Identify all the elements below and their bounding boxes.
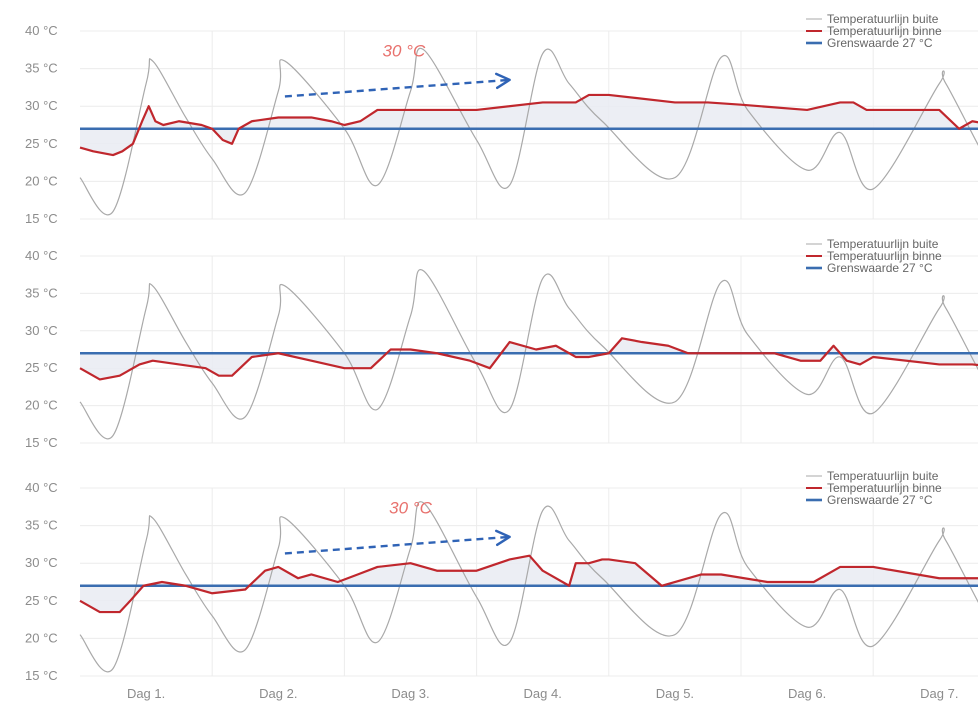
y-tick-label: 20 °C [25, 173, 58, 188]
annotation-label: 30 °C [383, 42, 426, 61]
indoor-deviation-area [80, 555, 978, 613]
x-tick-label: Dag 4. [524, 686, 562, 701]
annotation-label: 30 °C [389, 499, 432, 518]
y-tick-label: 15 °C [25, 211, 58, 226]
y-tick-label: 30 °C [25, 323, 58, 338]
series-line-indoor [79, 554, 978, 614]
legend-entry: Temperatuurlijn binne [827, 481, 942, 495]
legend-entry: Temperatuurlijn buite [827, 469, 939, 483]
y-tick-label: 30 °C [25, 98, 58, 113]
y-tick-label: 15 °C [25, 668, 58, 683]
x-tick-label: Dag 7. [920, 686, 958, 701]
legend-entry: Temperatuurlijn binne [827, 249, 942, 263]
chart-panel-3: 15 °C 20 °C 25 °C 30 °C 35 °C 40 °C Dag 1. Dag … [25, 469, 978, 701]
y-tick-label: 20 °C [25, 398, 58, 413]
y-tick-label: 25 °C [25, 593, 58, 608]
x-tick-label: Dag 5. [656, 686, 694, 701]
indoor-deviation-area [80, 94, 978, 156]
y-tick-label: 15 °C [25, 435, 58, 450]
y-tick-label: 30 °C [25, 555, 58, 570]
legend-entry: Grenswaarde 27 °C [827, 493, 933, 507]
legend-entry: Temperatuurlijn buite [827, 237, 939, 251]
y-tick-label: 25 °C [25, 360, 58, 375]
legend-entry: Grenswaarde 27 °C [827, 36, 933, 50]
y-tick-label: 40 °C [25, 23, 58, 38]
x-tick-label: Dag 2. [259, 686, 297, 701]
chart-panel-2: 15 °C 20 °C 25 °C 30 °C 35 °C 40 °C Temperatuu… [25, 237, 978, 450]
series-line-outdoor [79, 47, 978, 216]
y-tick-label: 40 °C [25, 480, 58, 495]
chart-panel-1: 15 °C 20 °C 25 °C 30 °C 35 °C 40 °C Temperatuu… [25, 12, 978, 226]
x-tick-label: Dag 1. [127, 686, 165, 701]
trend-arrow [284, 535, 510, 555]
x-tick-label: Dag 6. [788, 686, 826, 701]
y-tick-label: 20 °C [25, 630, 58, 645]
indoor-deviation-area [80, 338, 978, 380]
series-line-indoor [79, 337, 978, 381]
y-tick-label: 25 °C [25, 136, 58, 151]
y-tick-label: 40 °C [25, 248, 58, 263]
series-line-outdoor [79, 269, 978, 440]
trend-arrow-head [494, 72, 511, 90]
y-tick-label: 35 °C [25, 61, 58, 76]
x-tick-label: Dag 3. [391, 686, 429, 701]
series-line-indoor [79, 93, 978, 157]
trend-arrow [284, 78, 510, 98]
trend-arrow-head [494, 529, 511, 547]
legend-entry: Temperatuurlijn binne [827, 24, 942, 38]
legend-entry: Grenswaarde 27 °C [827, 261, 933, 275]
y-tick-label: 35 °C [25, 518, 58, 533]
y-tick-label: 35 °C [25, 285, 58, 300]
series-line-outdoor [79, 501, 978, 673]
legend-entry: Temperatuurlijn buite [827, 12, 939, 26]
